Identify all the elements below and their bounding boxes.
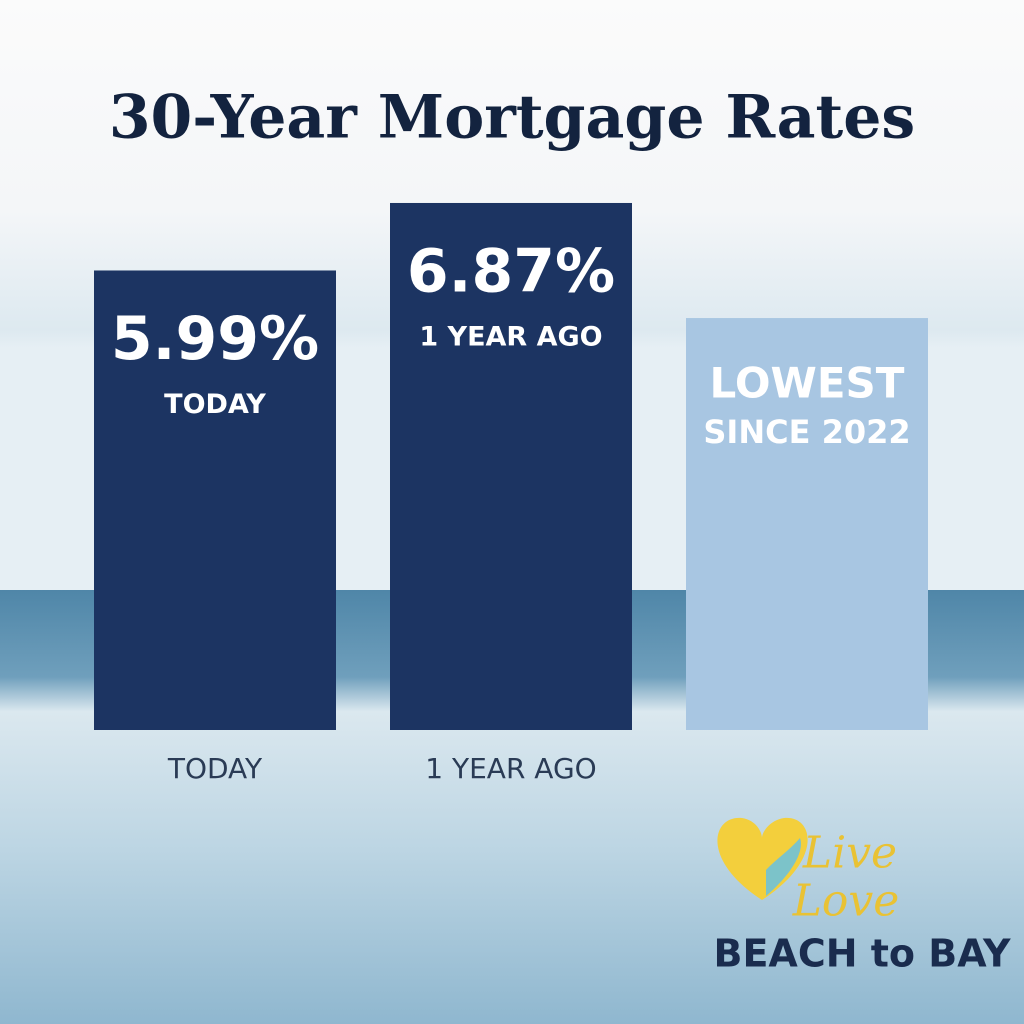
annotation: LOWEST <box>710 359 905 408</box>
logo-wave <box>766 838 801 896</box>
logo-text: Live <box>802 828 897 879</box>
chart-title: 30-Year Mortgage Rates <box>109 83 915 153</box>
logo-text: Love <box>792 876 900 927</box>
value-label: 6.87% <box>407 237 615 307</box>
x-tick-label: 1 YEAR AGO <box>425 752 596 785</box>
logo: Live Love BEACH to BAY <box>713 817 1011 976</box>
bar-inner-label: TODAY <box>164 389 266 420</box>
logo-brand: BEACH to BAY <box>713 932 1010 976</box>
value-label: 5.99% <box>111 304 319 374</box>
annotation: SINCE 2022 <box>703 413 910 451</box>
x-tick-label: TODAY <box>167 752 263 785</box>
bar <box>686 318 928 730</box>
bar <box>94 270 336 730</box>
logo-heart <box>717 817 808 900</box>
bar <box>390 202 632 731</box>
bar-inner-label: 1 YEAR AGO <box>419 321 602 352</box>
